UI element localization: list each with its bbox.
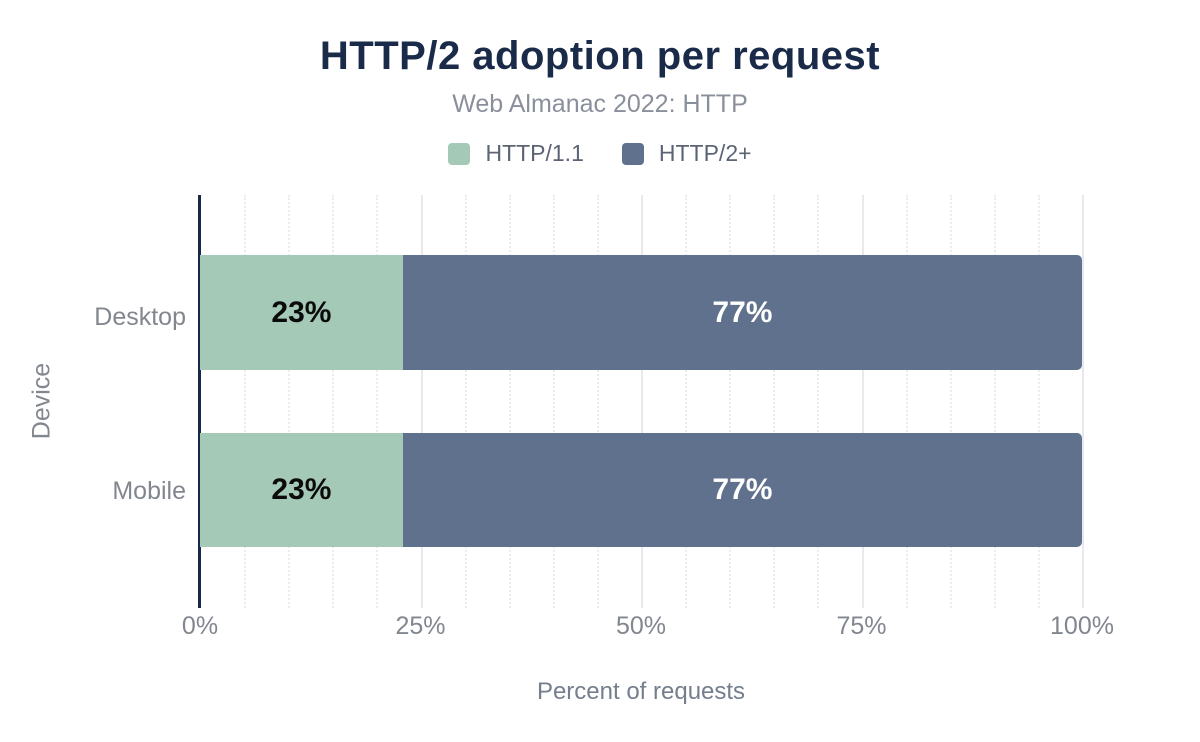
y-axis-line (198, 195, 201, 608)
x-tick-label: 75% (836, 612, 887, 640)
gridline-minor (949, 195, 952, 608)
bar-value-label: 23% (271, 473, 332, 506)
gridline-minor (552, 195, 555, 608)
gridline-major (1082, 195, 1084, 608)
gridline-major (861, 195, 864, 608)
gridline-minor (905, 195, 908, 608)
gridline-minor (332, 195, 335, 608)
bar-row-mobile: 23% 77% (200, 433, 1082, 547)
x-tick-label: 50% (615, 612, 667, 640)
gridline-minor (729, 195, 732, 608)
legend-item-http11[interactable]: HTTP/1.1 (448, 140, 584, 167)
x-tick-label: 0% (181, 612, 219, 640)
plot-area: 23% 77% 23% 77% (198, 195, 1084, 608)
gridline-minor (464, 195, 467, 608)
chart-subtitle: Web Almanac 2022: HTTP (452, 90, 748, 118)
gridline-minor (1037, 195, 1040, 608)
y-axis-title: Device (27, 362, 56, 440)
bar-segment-mobile-http11[interactable]: 23% (200, 433, 403, 547)
x-axis-ticks: 0% 25% 50% 75% 100% (182, 612, 1114, 644)
gridline-major (641, 195, 643, 608)
category-label-mobile: Mobile (112, 477, 186, 505)
legend-swatch-http11-icon (448, 142, 471, 165)
bar-value-label: 77% (712, 295, 773, 329)
gridline-minor (773, 195, 776, 608)
bar-value-label: 77% (712, 473, 773, 506)
gridline-minor (817, 195, 820, 608)
gridline-minor (993, 195, 996, 608)
gridline-minor (508, 195, 511, 608)
gridline-minor (685, 195, 688, 608)
category-label-desktop: Desktop (94, 303, 186, 331)
legend-label-http2plus: HTTP/2+ (658, 140, 752, 166)
gridline-minor (596, 195, 599, 608)
x-axis-title: Percent of requests (536, 678, 746, 705)
bar-segment-desktop-http11[interactable]: 23% (200, 255, 403, 370)
legend-item-http2plus[interactable]: HTTP/2+ (621, 140, 752, 167)
gridline-major (420, 195, 423, 608)
legend: HTTP/1.1 HTTP/2+ (0, 140, 1200, 167)
bar-row-desktop: 23% 77% (200, 255, 1082, 370)
gridline-minor (376, 195, 379, 608)
x-tick-label: 25% (395, 612, 446, 640)
bar-segment-mobile-http2plus[interactable]: 77% (402, 433, 1082, 547)
bar-segment-desktop-http2plus[interactable]: 77% (402, 255, 1082, 370)
gridline-minor (244, 195, 247, 608)
legend-swatch-http2plus-icon (621, 142, 644, 165)
gridline-minor (288, 195, 291, 608)
legend-label-http11: HTTP/1.1 (485, 140, 584, 166)
bar-value-label: 23% (271, 295, 332, 329)
chart-title: HTTP/2 adoption per request (319, 34, 881, 78)
x-tick-label: 100% (1050, 612, 1114, 640)
